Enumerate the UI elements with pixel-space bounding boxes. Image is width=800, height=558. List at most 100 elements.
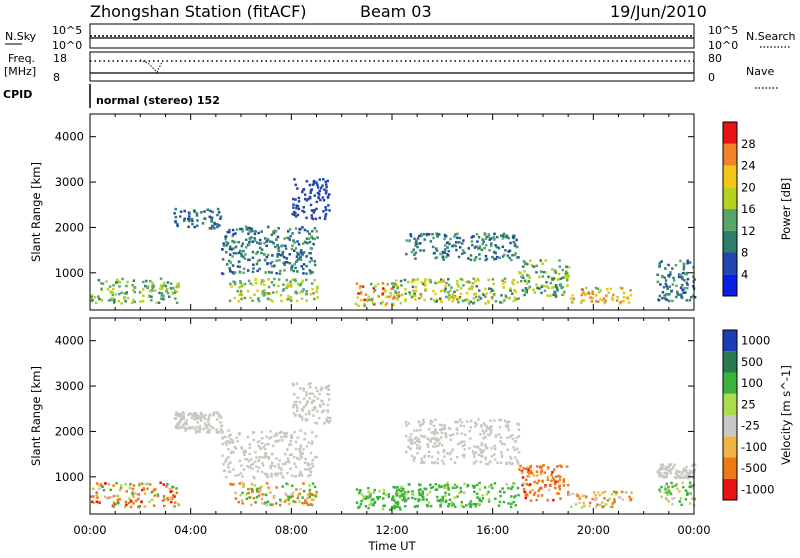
data-cell: [469, 258, 473, 262]
data-cell: [305, 216, 308, 220]
data-cell: [110, 496, 113, 499]
ground-scatter-cell: [253, 460, 257, 463]
ground-scatter-cell: [285, 460, 289, 464]
data-cell: [228, 230, 231, 234]
ground-scatter-cell: [309, 382, 312, 385]
data-cell: [417, 234, 421, 238]
ground-scatter-cell: [456, 456, 459, 459]
ground-scatter-cell: [438, 423, 442, 426]
data-cell: [315, 230, 319, 233]
data-cell: [173, 289, 177, 292]
data-cell: [513, 288, 516, 292]
ground-scatter-cell: [299, 452, 302, 455]
ground-scatter-cell: [196, 421, 199, 424]
data-cell: [679, 274, 682, 277]
ground-scatter-cell: [477, 453, 481, 457]
ground-scatter-cell: [468, 430, 471, 433]
velocity-colorbar-tick: 100: [741, 376, 763, 390]
data-cell: [485, 292, 488, 295]
data-cell: [543, 284, 546, 288]
ground-scatter-cell: [284, 433, 287, 437]
data-cell: [165, 289, 168, 293]
data-cell: [683, 262, 686, 266]
ground-scatter-cell: [302, 448, 305, 451]
data-cell: [394, 291, 398, 295]
data-cell: [543, 471, 547, 474]
velocity-colorbar-tick: 25: [741, 397, 756, 411]
ground-scatter-cell: [303, 432, 307, 435]
ground-scatter-cell: [233, 445, 237, 449]
data-cell: [686, 262, 689, 265]
data-cell: [293, 178, 296, 181]
data-cell: [412, 248, 415, 251]
data-cell: [460, 504, 463, 507]
data-cell: [124, 500, 128, 504]
data-cell: [311, 230, 314, 233]
data-cell: [287, 498, 290, 502]
ground-scatter-cell: [426, 442, 429, 446]
data-cell: [253, 484, 256, 487]
ground-scatter-cell: [299, 470, 302, 474]
data-cell: [172, 494, 175, 497]
data-cell: [328, 209, 331, 212]
data-cell: [267, 270, 271, 274]
ground-scatter-cell: [229, 451, 233, 455]
data-cell: [162, 483, 165, 486]
ground-scatter-cell: [434, 438, 438, 442]
data-cell: [556, 289, 559, 292]
data-cell: [321, 196, 325, 199]
data-cell: [101, 282, 105, 285]
data-cell: [306, 241, 309, 245]
data-cell: [585, 286, 588, 290]
data-cell: [132, 495, 135, 498]
data-cell: [368, 298, 371, 302]
ground-scatter-cell: [658, 475, 661, 478]
ground-scatter-cell: [416, 452, 419, 455]
ground-scatter-cell: [237, 473, 240, 477]
data-cell: [310, 503, 314, 507]
data-cell: [455, 485, 459, 489]
data-cell: [230, 248, 234, 251]
data-cell: [468, 502, 471, 506]
data-cell: [675, 487, 679, 491]
velocity-colorbar-segment: [723, 478, 737, 500]
data-cell: [175, 487, 178, 490]
data-cell: [438, 485, 442, 489]
data-cell: [141, 300, 145, 303]
data-cell: [373, 289, 377, 292]
data-cell: [113, 503, 117, 506]
ground-scatter-cell: [691, 470, 694, 473]
data-cell: [512, 299, 516, 303]
ground-scatter-cell: [440, 436, 443, 439]
ground-scatter-cell: [464, 433, 467, 436]
data-cell: [523, 262, 527, 266]
data-cell: [436, 495, 439, 499]
data-cell: [275, 290, 279, 294]
data-cell: [245, 238, 248, 241]
data-cell: [498, 256, 502, 259]
ground-scatter-cell: [512, 446, 515, 449]
ground-scatter-cell: [209, 425, 213, 429]
ground-scatter-cell: [310, 401, 313, 404]
data-cell: [244, 225, 248, 228]
data-cell: [257, 494, 261, 497]
nave-top-tick: 80: [708, 52, 722, 65]
y-tick-label: 2000: [55, 424, 84, 438]
ground-scatter-cell: [194, 412, 198, 415]
y-axis-label: Slant Range [km]: [29, 366, 43, 466]
ground-scatter-cell: [446, 452, 449, 455]
data-cell: [442, 278, 445, 282]
data-cell: [234, 271, 237, 274]
data-cell: [273, 229, 277, 233]
data-cell: [412, 278, 415, 281]
data-cell: [656, 273, 659, 276]
data-cell: [162, 283, 166, 287]
data-cell: [686, 493, 689, 496]
data-cell: [250, 236, 253, 239]
ground-scatter-cell: [305, 445, 309, 448]
data-cell: [292, 239, 295, 242]
data-cell: [426, 504, 430, 508]
ground-scatter-cell: [288, 453, 292, 456]
data-cell: [606, 499, 610, 502]
